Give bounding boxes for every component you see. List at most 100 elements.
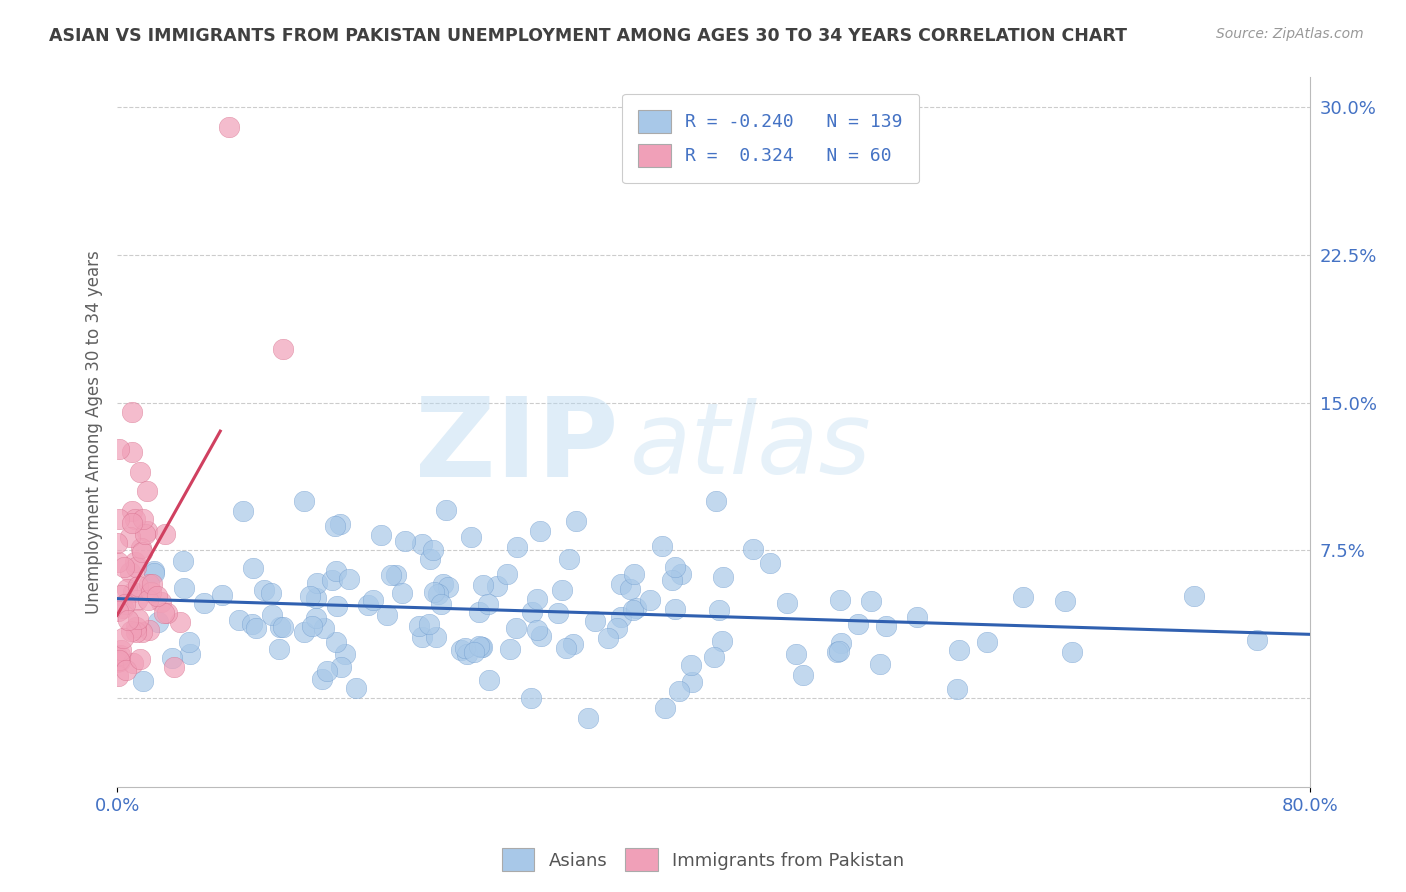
Point bbox=[110, 642, 132, 657]
Point bbox=[380, 567, 402, 582]
Point bbox=[664, 560, 686, 574]
Text: Source: ZipAtlas.com: Source: ZipAtlas.com bbox=[1216, 27, 1364, 41]
Point bbox=[710, 634, 733, 648]
Point bbox=[136, 524, 159, 538]
Point bbox=[218, 120, 240, 134]
Point bbox=[136, 593, 159, 607]
Point bbox=[307, 576, 329, 591]
Legend: R = -0.240   N = 139, R =  0.324   N = 60: R = -0.240 N = 139, R = 0.324 N = 60 bbox=[623, 94, 920, 183]
Point bbox=[785, 648, 807, 662]
Point bbox=[129, 652, 152, 666]
Point bbox=[141, 585, 163, 599]
Point bbox=[326, 599, 349, 614]
Point bbox=[418, 616, 440, 631]
Point bbox=[1060, 645, 1083, 659]
Point bbox=[434, 503, 457, 517]
Point bbox=[606, 621, 628, 635]
Point bbox=[830, 636, 852, 650]
Point bbox=[105, 648, 128, 663]
Point bbox=[437, 580, 460, 594]
Point bbox=[468, 639, 491, 653]
Point bbox=[610, 577, 633, 591]
Point bbox=[357, 599, 380, 613]
Point bbox=[160, 651, 183, 665]
Point bbox=[948, 642, 970, 657]
Point bbox=[228, 613, 250, 627]
Point bbox=[125, 560, 148, 574]
Point bbox=[146, 589, 169, 603]
Point bbox=[547, 607, 569, 621]
Point bbox=[471, 640, 494, 655]
Point bbox=[107, 669, 129, 683]
Point bbox=[138, 577, 160, 591]
Point bbox=[411, 630, 433, 644]
Point bbox=[163, 659, 186, 673]
Point bbox=[1054, 593, 1077, 607]
Point bbox=[638, 593, 661, 607]
Point bbox=[149, 595, 172, 609]
Point bbox=[530, 629, 553, 643]
Point bbox=[561, 637, 583, 651]
Legend: Asians, Immigrants from Pakistan: Asians, Immigrants from Pakistan bbox=[495, 841, 911, 879]
Point bbox=[121, 405, 143, 419]
Point bbox=[211, 588, 233, 602]
Point bbox=[651, 539, 673, 553]
Point bbox=[623, 603, 645, 617]
Point bbox=[112, 601, 135, 615]
Point bbox=[271, 342, 294, 356]
Point bbox=[859, 594, 882, 608]
Point bbox=[846, 616, 869, 631]
Point bbox=[391, 586, 413, 600]
Point bbox=[142, 566, 165, 580]
Point bbox=[976, 635, 998, 649]
Point bbox=[155, 526, 177, 541]
Point bbox=[1246, 633, 1268, 648]
Point bbox=[711, 570, 734, 584]
Point bbox=[463, 645, 485, 659]
Point bbox=[132, 674, 155, 689]
Point bbox=[370, 527, 392, 541]
Point bbox=[460, 529, 482, 543]
Point bbox=[127, 578, 149, 592]
Point bbox=[519, 691, 541, 706]
Point bbox=[472, 577, 495, 591]
Point bbox=[131, 624, 153, 639]
Point bbox=[262, 607, 284, 622]
Point bbox=[311, 672, 333, 686]
Point bbox=[1182, 589, 1205, 603]
Point bbox=[422, 542, 444, 557]
Point bbox=[108, 653, 131, 667]
Point bbox=[107, 535, 129, 549]
Point bbox=[107, 555, 129, 569]
Point bbox=[470, 640, 492, 654]
Point bbox=[905, 609, 928, 624]
Point bbox=[143, 565, 166, 579]
Point bbox=[314, 621, 336, 635]
Point bbox=[624, 600, 647, 615]
Point bbox=[292, 624, 315, 639]
Point bbox=[108, 654, 131, 668]
Point bbox=[830, 593, 852, 607]
Point bbox=[125, 620, 148, 634]
Point bbox=[315, 664, 337, 678]
Point bbox=[232, 504, 254, 518]
Point bbox=[506, 541, 529, 555]
Point bbox=[121, 504, 143, 518]
Point bbox=[156, 606, 179, 620]
Point bbox=[344, 681, 367, 696]
Point bbox=[269, 641, 291, 656]
Point bbox=[742, 541, 765, 556]
Point bbox=[179, 647, 201, 661]
Point bbox=[325, 634, 347, 648]
Point bbox=[299, 589, 322, 603]
Point bbox=[108, 512, 131, 526]
Point bbox=[173, 581, 195, 595]
Point bbox=[138, 623, 160, 637]
Text: ASIAN VS IMMIGRANTS FROM PAKISTAN UNEMPLOYMENT AMONG AGES 30 TO 34 YEARS CORRELA: ASIAN VS IMMIGRANTS FROM PAKISTAN UNEMPL… bbox=[49, 27, 1128, 45]
Point bbox=[505, 621, 527, 635]
Point bbox=[661, 573, 683, 587]
Point bbox=[269, 620, 291, 634]
Point bbox=[132, 511, 155, 525]
Point bbox=[125, 624, 148, 639]
Point bbox=[121, 445, 143, 459]
